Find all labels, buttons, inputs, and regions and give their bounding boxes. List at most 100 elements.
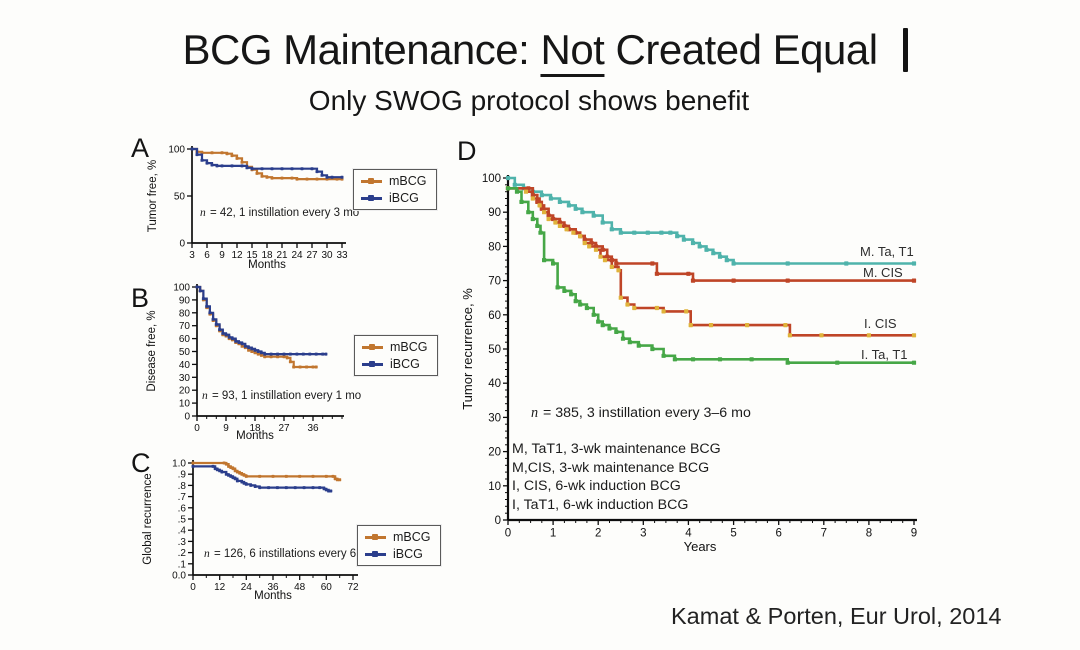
title-suffix: Created Equal	[604, 26, 879, 73]
chart-d-y-tick-20: 20	[488, 447, 501, 459]
chart-d-marker-i-cis	[530, 196, 535, 201]
chart-c-marker-mbcg	[191, 461, 195, 465]
chart-d-marker-m-cis	[614, 261, 619, 266]
chart-d-marker-i-cis	[587, 244, 592, 249]
chart-b-marker-mbcg	[282, 355, 286, 359]
chart-d-marker-m-tat1	[668, 230, 673, 235]
chart-b-y-tick-70: 70	[179, 321, 191, 332]
chart-b-y-tick-10: 10	[179, 399, 191, 410]
chart-a-x-tick-6: 6	[204, 250, 210, 261]
legend-label: iBCG	[390, 357, 420, 371]
chart-c-marker-ibcg	[302, 486, 306, 490]
chart-a-x-tick-15: 15	[246, 250, 258, 261]
chart-a-series-ibcg	[192, 147, 342, 179]
chart-a-x-tick-12: 12	[231, 250, 243, 261]
chart-d-marker-i-cis	[708, 323, 714, 328]
chart-b-marker-ibcg	[295, 352, 299, 356]
chart-c-marker-mbcg	[284, 474, 288, 478]
chart-c-x-tick-72: 72	[347, 582, 359, 593]
panel-b-label: B	[131, 283, 150, 313]
chart-d-series-i-tat1	[508, 187, 914, 364]
chart-c-marker-mbcg	[335, 478, 339, 482]
chart-c-ylabel: Global recurrence	[142, 473, 154, 564]
chart-a-marker-mbcg	[295, 177, 299, 181]
chart-d-marker-i-tat1	[591, 312, 596, 317]
chart-b-marker-ibcg	[221, 331, 225, 335]
chart-b-marker-ibcg	[263, 352, 267, 356]
chart-d-x-tick-5: 5	[730, 528, 736, 540]
chart-d-y-tick-60: 60	[488, 310, 501, 322]
chart-d-marker-i-tat1	[530, 216, 535, 222]
chart-b-marker-ibcg	[227, 335, 231, 339]
chart-b-y-tick-90: 90	[179, 295, 191, 306]
panel-a-chart: 3 6 9 12 15 18 21 24 27 30 33 0 50 100 Months Tumor fre…	[147, 145, 348, 272]
chart-c-y-tick-.7: .7	[178, 492, 187, 503]
chart-d-marker-m-cis	[690, 278, 696, 283]
chart-d-y-tick-30: 30	[488, 412, 501, 424]
chart-b-marker-ibcg	[237, 341, 241, 344]
legend-line-m-cis: M,CIS, 3-wk maintenance BCG	[512, 459, 710, 476]
chart-c-y-tick-.1: .1	[178, 559, 187, 570]
chart-d-marker-m-tat1	[785, 261, 790, 266]
chart-d-y-tick-70: 70	[488, 276, 501, 288]
chart-d-marker-m-tat1	[731, 261, 736, 266]
chart-d-x-tick-8: 8	[866, 528, 872, 540]
chart-b-marker-mbcg	[314, 365, 318, 369]
chart-d-marker-m-tat1	[580, 210, 585, 215]
panel-c-chart: 0 12 24 36 48 60 72 0.0.1.2.3.4.5.6.7.8.91.0 Mon…	[142, 459, 359, 603]
chart-c-marker-ibcg	[233, 477, 237, 481]
chart-d-marker-i-cis	[819, 333, 824, 338]
chart-a-marker-ibcg	[310, 167, 314, 171]
chart-b-marker-ibcg	[218, 328, 222, 332]
chart-a-x-tick-21: 21	[276, 250, 288, 261]
panel-d-annotation: n = 385, 3 instillation every 3–6 mo	[531, 405, 751, 421]
chart-a-marker-ibcg	[260, 167, 264, 171]
chart-a-marker-ibcg	[300, 167, 304, 171]
chart-b-x-tick-27: 27	[278, 423, 290, 434]
chart-c-marker-mbcg	[258, 474, 262, 478]
legend-label: mBCG	[393, 530, 431, 544]
chart-a-marker-mbcg	[315, 177, 319, 181]
chart-a-marker-mbcg	[225, 152, 229, 156]
chart-c-x-tick-12: 12	[214, 582, 226, 593]
chart-d-marker-m-tat1	[505, 175, 511, 181]
chart-a-y-tick-100: 100	[168, 145, 185, 156]
chart-c-marker-mbcg	[271, 474, 275, 478]
chart-b-marker-mbcg	[305, 365, 309, 369]
chart-d-marker-m-cis	[654, 271, 659, 276]
chart-d-marker-m-tat1	[717, 254, 723, 259]
legend-label: mBCG	[390, 340, 428, 354]
chart-a-marker-ibcg	[325, 175, 329, 179]
chart-c-marker-ibcg	[253, 485, 257, 488]
chart-b-x-tick-9: 9	[223, 423, 229, 434]
chart-a-y-tick-50: 50	[174, 192, 186, 203]
chart-c-marker-mbcg	[231, 467, 235, 471]
chart-b-marker-ibcg	[224, 333, 228, 337]
chart-a-marker-mbcg	[220, 151, 224, 155]
chart-a-x-tick-27: 27	[306, 250, 318, 261]
chart-b-marker-ibcg	[256, 350, 260, 353]
chart-d-marker-m-tat1	[566, 203, 571, 208]
chart-a-marker-ibcg	[280, 167, 284, 171]
chart-a-marker-mbcg	[335, 177, 339, 181]
chart-b-marker-ibcg	[205, 304, 209, 308]
chart-d-marker-i-tat1	[514, 189, 520, 194]
chart-b-marker-mbcg	[276, 355, 280, 359]
chart-b-x-tick-36: 36	[307, 423, 319, 434]
chart-d-marker-i-tat1	[650, 346, 655, 352]
chart-d-marker-i-tat1	[555, 285, 560, 290]
panel-c-legend: mBCG iBCG	[357, 525, 441, 566]
panel-a-label: A	[131, 133, 150, 163]
slide-artifact-mark	[903, 28, 908, 72]
legend-item-mbcg: mBCG	[362, 340, 428, 354]
panel-a-legend: mBCG iBCG	[353, 169, 437, 210]
chart-c-x-tick-48: 48	[294, 582, 306, 593]
chart-d-marker-m-tat1	[681, 237, 686, 242]
chart-a-marker-ibcg	[315, 170, 319, 174]
chart-b-marker-ibcg	[282, 352, 286, 356]
chart-b-marker-mbcg	[263, 355, 267, 359]
chart-a-marker-ibcg	[195, 153, 199, 157]
chart-b-marker-mbcg	[288, 360, 292, 364]
chart-c-marker-ibcg	[267, 486, 271, 490]
